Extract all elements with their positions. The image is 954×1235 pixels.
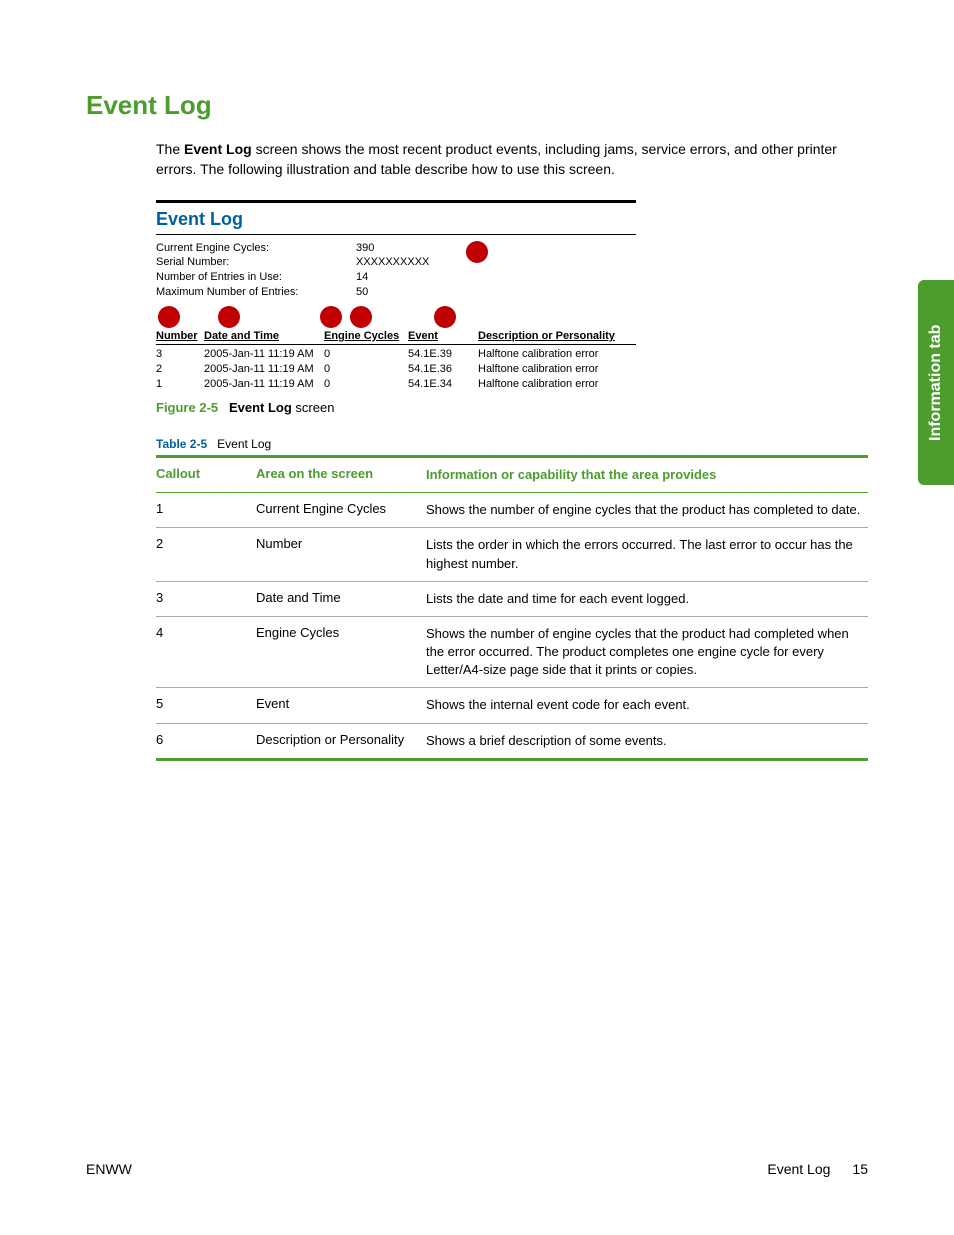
cell-info: Lists the order in which the errors occu… [426, 536, 868, 572]
header-area: Area on the screen [256, 466, 426, 484]
cell: 54.1E.36 [408, 363, 478, 375]
cell: Halftone calibration error [478, 363, 636, 375]
cell-callout: 5 [156, 696, 256, 714]
desc-table-row: 1 Current Engine Cycles Shows the number… [156, 493, 868, 528]
intro-suffix: screen shows the most recent product eve… [156, 141, 837, 177]
meta-label: Number of Entries in Use: [156, 270, 356, 285]
intro-prefix: The [156, 141, 184, 157]
desc-table-row: 2 Number Lists the order in which the er… [156, 528, 868, 581]
callout-dot-3 [218, 306, 240, 328]
cell-area: Description or Personality [256, 732, 426, 750]
col-header: Description or Personality [478, 330, 636, 342]
cell: 2005-Jan-11 11:19 AM [204, 363, 324, 375]
section-title: Event Log [86, 90, 868, 121]
figure-caption: Figure 2-5 Event Log screen [156, 400, 868, 415]
col-header: Event [408, 330, 478, 342]
callout-dot-4 [320, 306, 342, 328]
meta-label: Maximum Number of Entries: [156, 285, 356, 300]
cell: 2005-Jan-11 11:19 AM [204, 378, 324, 390]
footer-left: ENWW [86, 1161, 132, 1177]
figure-bold: Event Log [229, 400, 292, 415]
meta-value: XXXXXXXXXX [356, 255, 429, 270]
cell-callout: 2 [156, 536, 256, 572]
cell: Halftone calibration error [478, 348, 636, 360]
cell-callout: 4 [156, 625, 256, 680]
cell: 2005-Jan-11 11:19 AM [204, 348, 324, 360]
figure-label: Figure 2-5 [156, 400, 218, 415]
screenshot-table-row: 2 2005-Jan-11 11:19 AM 0 54.1E.36 Halfto… [156, 360, 636, 375]
screenshot-table-row: 1 2005-Jan-11 11:19 AM 0 54.1E.34 Halfto… [156, 375, 636, 390]
screenshot-meta: Current Engine Cycles:390 Serial Number:… [156, 241, 636, 300]
desc-table-row: 6 Description or Personality Shows a bri… [156, 724, 868, 758]
cell-callout: 3 [156, 590, 256, 608]
col-header: Date and Time [204, 330, 324, 342]
table-caption: Table 2-5 Event Log [156, 437, 868, 451]
cell-callout: 1 [156, 501, 256, 519]
meta-label: Current Engine Cycles: [156, 241, 356, 256]
cell: 3 [156, 348, 204, 360]
cell-area: Date and Time [256, 590, 426, 608]
intro-bold: Event Log [184, 141, 252, 157]
callout-dot-6 [434, 306, 456, 328]
screenshot-title: Event Log [156, 209, 636, 230]
desc-table-row: 4 Engine Cycles Shows the number of engi… [156, 617, 868, 689]
cell-info: Lists the date and time for each event l… [426, 590, 868, 608]
table-label: Table 2-5 [156, 437, 207, 451]
cell-area: Number [256, 536, 426, 572]
desc-table-header: Callout Area on the screen Information o… [156, 458, 868, 493]
cell: 54.1E.39 [408, 348, 478, 360]
meta-value: 50 [356, 285, 368, 300]
event-log-screenshot: Event Log Current Engine Cycles:390 Seri… [156, 200, 636, 390]
cell: 0 [324, 378, 408, 390]
col-header: Engine Cycles [324, 330, 408, 342]
footer-section-label: Event Log [767, 1161, 830, 1177]
header-info: Information or capability that the area … [426, 466, 868, 484]
cell-area: Engine Cycles [256, 625, 426, 680]
screenshot-table-row: 3 2005-Jan-11 11:19 AM 0 54.1E.39 Halfto… [156, 345, 636, 360]
callout-dot-5 [350, 306, 372, 328]
desc-table-row: 5 Event Shows the internal event code fo… [156, 688, 868, 723]
meta-label: Serial Number: [156, 255, 356, 270]
cell-info: Shows the number of engine cycles that t… [426, 625, 868, 680]
cell: Halftone calibration error [478, 378, 636, 390]
col-header: Number [156, 330, 204, 342]
cell-area: Current Engine Cycles [256, 501, 426, 519]
figure-rest: screen [292, 400, 335, 415]
page-footer: ENWW Event Log 15 [86, 1161, 868, 1177]
cell: 0 [324, 363, 408, 375]
cell: 1 [156, 378, 204, 390]
side-tab-information: Information tab [918, 280, 954, 485]
cell-info: Shows a brief description of some events… [426, 732, 868, 750]
table-rest: Event Log [217, 437, 271, 451]
cell-info: Shows the internal event code for each e… [426, 696, 868, 714]
cell: 0 [324, 348, 408, 360]
cell: 2 [156, 363, 204, 375]
meta-value: 390 [356, 241, 374, 256]
cell: 54.1E.34 [408, 378, 478, 390]
cell-callout: 6 [156, 732, 256, 750]
meta-value: 14 [356, 270, 368, 285]
cell-area: Event [256, 696, 426, 714]
callout-dot-1 [466, 241, 488, 263]
screenshot-table-header: Number Date and Time Engine Cycles Event… [156, 330, 636, 345]
page-number: 15 [852, 1161, 868, 1177]
callout-dot-2 [158, 306, 180, 328]
cell-info: Shows the number of engine cycles that t… [426, 501, 868, 519]
description-table: Callout Area on the screen Information o… [156, 455, 868, 761]
intro-paragraph: The Event Log screen shows the most rece… [156, 139, 868, 180]
desc-table-row: 3 Date and Time Lists the date and time … [156, 582, 868, 617]
header-callout: Callout [156, 466, 256, 484]
